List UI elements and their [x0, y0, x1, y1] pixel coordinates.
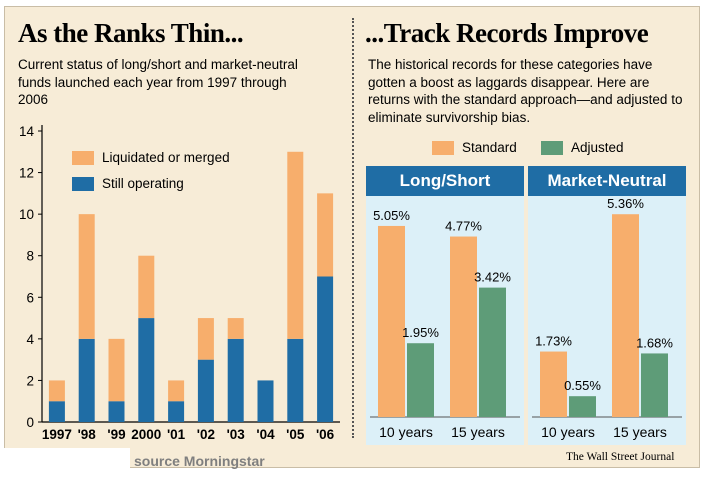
section-divider	[352, 18, 354, 438]
bar-liquidated-or-merged-99	[108, 338, 125, 402]
data-label: 5.36%	[607, 196, 644, 211]
data-label: 0.55%	[564, 378, 601, 393]
legend-label-adjusted: Adjusted	[571, 140, 624, 155]
legend-label-operating: Still operating	[102, 176, 184, 191]
bar-liquidated-or-merged-1997	[48, 380, 65, 402]
y-tick-label: 10	[19, 207, 34, 222]
panel-title-market-neutral: Market-Neutral	[528, 166, 686, 196]
data-label: 5.05%	[373, 208, 410, 223]
bar-liquidated-or-merged-01	[168, 380, 185, 402]
bar-liquidated-or-merged-03	[227, 318, 244, 339]
bar-liquidated-or-merged-2000	[138, 255, 155, 319]
bar-still-operating-98	[78, 338, 95, 422]
x-tick-label: '99	[107, 427, 125, 442]
legend-item-operating: Still operating	[72, 176, 184, 192]
x-tick-label: 10 years	[379, 424, 433, 440]
legend-swatch-liquidated	[72, 151, 94, 166]
y-tick-label: 14	[19, 124, 35, 139]
left-subtitle: Current status of long/short and market-…	[18, 57, 298, 107]
bar-still-operating-03	[227, 338, 244, 422]
bar-still-operating-99	[108, 401, 125, 422]
bar-still-operating-05	[287, 338, 304, 422]
legend-label-liquidated: Liquidated or merged	[102, 150, 230, 165]
x-tick-label: '03	[227, 427, 246, 442]
y-tick-label: 8	[26, 249, 34, 264]
legend-swatch-standard	[432, 141, 454, 156]
y-tick-label: 4	[26, 332, 34, 347]
legend-item-adjusted: Adjusted	[541, 140, 624, 156]
data-label: 1.73%	[535, 334, 572, 349]
data-label: 4.77%	[445, 219, 482, 234]
x-tick-label: '01	[167, 427, 186, 442]
y-tick-label: 2	[26, 373, 34, 388]
x-tick-label: '05	[286, 427, 305, 442]
bar-liquidated-or-merged-02	[197, 318, 214, 360]
bar-adjusted-long-short-10-years	[407, 343, 434, 417]
x-tick-label: '02	[197, 427, 215, 442]
x-tick-label: '98	[78, 427, 97, 442]
bar-standard-long-short-15-years	[450, 236, 477, 417]
right-subtitle: The historical records for these categor…	[368, 57, 683, 125]
x-tick-label: 15 years	[451, 424, 505, 440]
bar-adjusted-market-neutral-10-years	[569, 396, 596, 417]
data-label: 3.42%	[474, 270, 511, 285]
bar-still-operating-1997	[48, 401, 65, 422]
bar-still-operating-02	[197, 359, 214, 422]
bar-liquidated-or-merged-98	[78, 214, 95, 339]
right-title: ...Track Records Improve	[365, 18, 649, 48]
bar-standard-market-neutral-10-years	[540, 351, 567, 417]
data-label: 1.68%	[636, 335, 673, 350]
x-tick-label: '04	[256, 427, 275, 442]
bar-standard-long-short-10-years	[378, 225, 405, 417]
panel-title-long-short: Long/Short	[366, 166, 524, 196]
bar-adjusted-market-neutral-15-years	[641, 353, 668, 417]
publisher-credit: The Wall Street Journal	[566, 451, 675, 463]
legend-swatch-operating	[72, 177, 94, 192]
legend-item-standard: Standard	[432, 140, 517, 156]
legend-swatch-adjusted	[541, 141, 563, 156]
x-tick-label: '06	[316, 427, 335, 442]
y-tick-label: 0	[26, 415, 34, 430]
bar-still-operating-04	[257, 380, 274, 422]
bar-adjusted-long-short-15-years	[479, 287, 506, 417]
bar-liquidated-or-merged-06	[317, 193, 334, 277]
bar-still-operating-2000	[138, 318, 155, 422]
bar-still-operating-06	[317, 276, 334, 422]
source-note: source Morningstar	[134, 453, 265, 469]
x-tick-label: 10 years	[541, 424, 595, 440]
legend-item-liquidated: Liquidated or merged	[72, 150, 230, 166]
legend-label-standard: Standard	[462, 140, 517, 155]
source-box	[0, 448, 130, 478]
bar-standard-market-neutral-15-years	[612, 214, 639, 417]
x-tick-label: 2000	[131, 427, 161, 442]
x-tick-label: 15 years	[613, 424, 667, 440]
bar-still-operating-01	[168, 401, 185, 422]
left-title: As the Ranks Thin...	[18, 18, 244, 48]
bar-liquidated-or-merged-05	[287, 151, 304, 339]
x-tick-label: 1997	[42, 427, 72, 442]
data-label: 1.95%	[402, 325, 439, 340]
y-tick-label: 6	[26, 290, 34, 305]
y-tick-label: 12	[19, 166, 34, 181]
